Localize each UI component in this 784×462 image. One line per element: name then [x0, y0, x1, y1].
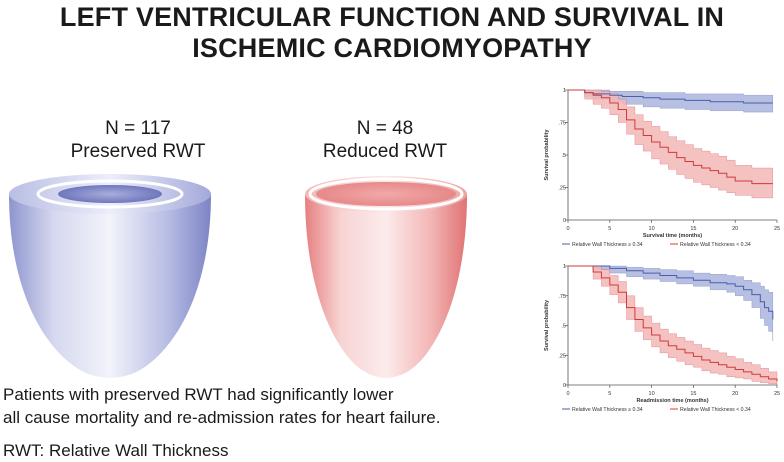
chart0-y-tick-label: .25: [558, 186, 566, 192]
infographic-title: LEFT VENTRICULAR FUNCTION AND SURVIVAL I…: [0, 2, 784, 64]
chart1-x-tick-label: 20: [732, 391, 738, 397]
reduced-group-label: N = 48 Reduced RWT: [285, 117, 485, 163]
chart1-y-tick-label: 1: [563, 264, 566, 270]
chart0-x-tick-label: 15: [690, 226, 696, 232]
chart1-x-label: Readmission time (months): [636, 398, 708, 404]
chart1-series-0-curve: [568, 265, 774, 320]
reduced-heart-illustration: [305, 176, 467, 378]
chart1-series-1-curve: [568, 265, 778, 382]
chart0-y-tick-label: 0: [563, 218, 566, 224]
preserved-label: Preserved RWT: [70, 141, 206, 162]
chart1-x-tick-label: 5: [608, 391, 611, 397]
chart0-series-1-curve: [568, 89, 773, 185]
chart0-x-tick-label: 25: [774, 226, 780, 232]
chart1-x-tick-label: 0: [566, 391, 569, 397]
chart1-x-tick-label: 25: [774, 391, 780, 397]
chart0-legend-label-1: Relative Wall Thickness < 0.34: [680, 242, 751, 248]
preserved-heart-illustration: [9, 174, 211, 378]
title-line-1: LEFT VENTRICULAR FUNCTION AND SURVIVAL I…: [59, 2, 725, 32]
preserved-heart-body: [9, 194, 211, 378]
chart0-x-tick-label: 20: [732, 226, 738, 232]
chart1-x-tick-label: 15: [690, 391, 696, 397]
chart0-x-label: Survival time (months): [643, 233, 702, 239]
reduced-n: N = 48: [356, 118, 414, 139]
chart0-legend-label-0: Relative Wall Thickness ≥ 0.34: [572, 242, 643, 248]
footer-statement-line-1: Patients with preserved RWT had signific…: [3, 385, 394, 404]
preserved-heart-cavity: [58, 185, 162, 203]
chart1-legend-label-0: Relative Wall Thickness ≥ 0.34: [572, 407, 643, 413]
chart1-y-tick-label: .75: [558, 294, 566, 300]
reduced-heart-ring: [308, 177, 464, 211]
rwt-definition: RWT: Relative Wall Thickness: [3, 441, 229, 460]
chart0-x-tick-label: 0: [566, 226, 569, 232]
chart0-y-tick-label: 1: [563, 88, 566, 94]
preserved-n: N = 117: [105, 118, 171, 139]
footer-statement-line-2: all cause mortality and re-admission rat…: [3, 408, 441, 427]
chart1-x-tick-label: 10: [649, 391, 655, 397]
chart1-legend-label-1: Relative Wall Thickness < 0.34: [680, 407, 751, 413]
reduced-heart-cavity: [316, 182, 456, 206]
preserved-heart-ring: [36, 179, 184, 209]
chart1-series-0-ci-band: [568, 265, 774, 341]
reduced-label: Reduced RWT: [322, 141, 448, 162]
chart0-y-tick-label: .5: [561, 153, 566, 159]
chart1-y-label: Survival probability: [544, 299, 550, 351]
chart1-y-tick-label: .25: [558, 353, 566, 359]
preserved-group-label: N = 117 Preserved RWT: [38, 117, 238, 163]
title-line-2: ISCHEMIC CARDIOMYOPATHY: [192, 33, 592, 63]
chart1-series-1-ci-band: [568, 265, 778, 385]
chart0-x-tick-label: 10: [649, 226, 655, 232]
chart0-y-tick-label: .75: [558, 121, 566, 127]
chart1-y-tick-label: .5: [561, 324, 566, 330]
reduced-heart-body: [305, 194, 467, 378]
chart1-y-tick-label: 0: [563, 383, 566, 389]
chart0-y-label: Survival probability: [544, 129, 550, 181]
chart0-x-tick-label: 5: [608, 226, 611, 232]
chart0-series-1-ci-band: [568, 89, 774, 199]
